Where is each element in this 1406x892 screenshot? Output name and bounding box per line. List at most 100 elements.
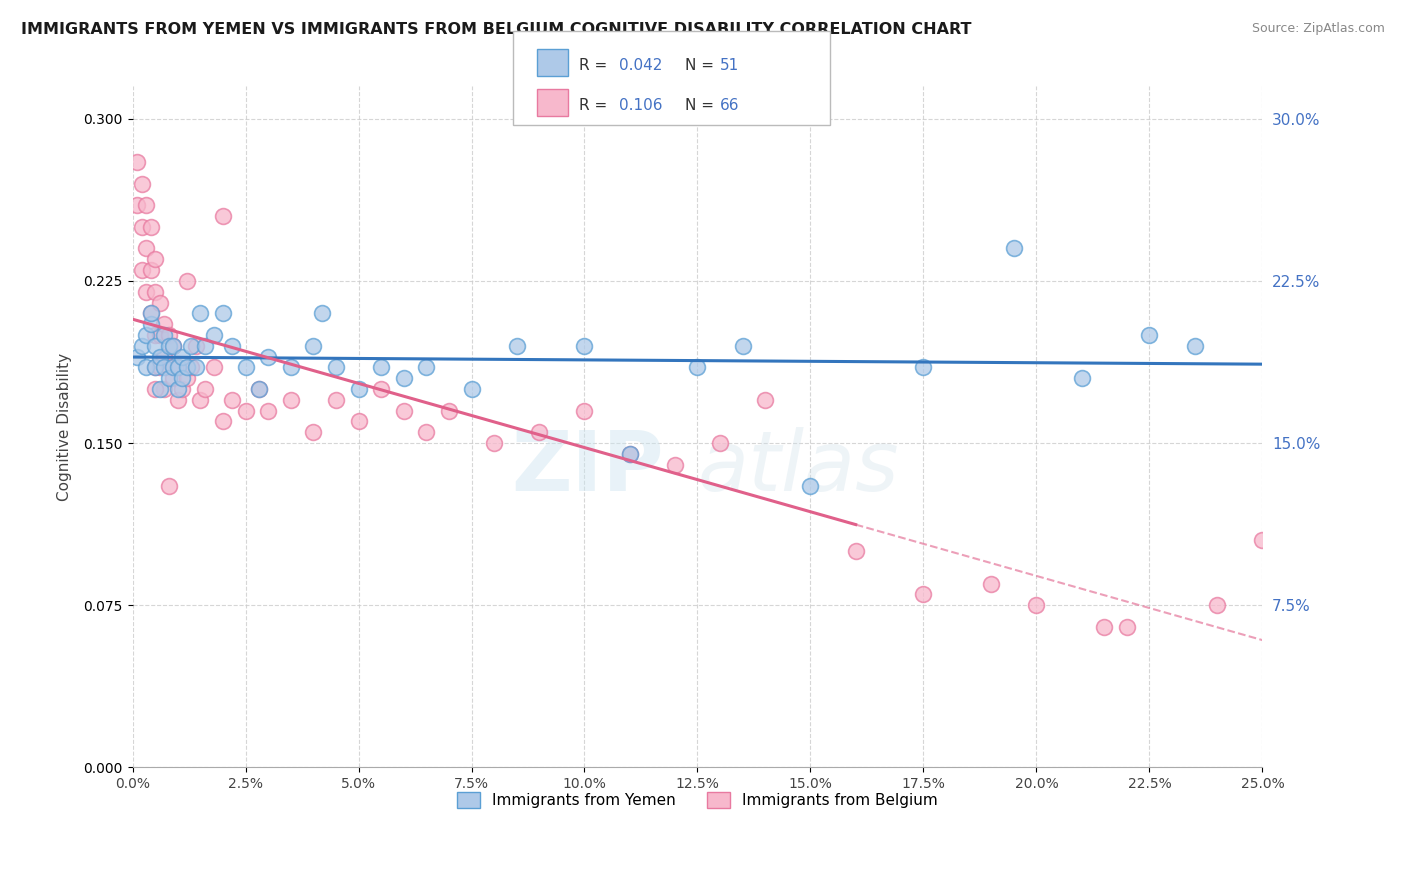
Point [149,327,172,342]
Point [135,360,157,375]
Point [280,360,302,375]
Point [302,425,325,440]
Point [153,350,176,364]
Point [1206,598,1229,612]
Point [247,382,270,396]
Point [482,436,505,450]
Text: R =: R = [579,58,613,73]
Point [176,274,198,288]
Point [194,382,217,396]
Point [1251,533,1274,548]
Point [143,327,166,342]
Point [619,447,641,461]
Y-axis label: Cognitive Disability: Cognitive Disability [58,352,72,501]
Point [125,350,148,364]
Text: N =: N = [685,58,718,73]
Point [157,371,180,385]
Point [370,360,392,375]
Text: ZIP: ZIP [512,427,664,508]
Point [125,155,148,169]
Text: 66: 66 [720,97,740,112]
Point [845,544,868,558]
Point [392,403,415,417]
Point [157,327,180,342]
Point [980,576,1002,591]
Text: R =: R = [579,97,613,112]
Point [157,339,180,353]
Point [162,339,184,353]
Point [131,177,153,191]
Text: N =: N = [685,97,718,112]
Point [912,360,935,375]
Point [143,360,166,375]
Point [153,382,176,396]
Point [139,219,162,234]
Point [574,403,596,417]
Point [157,479,180,493]
Point [184,339,207,353]
Point [212,414,235,428]
Point [166,360,188,375]
Point [460,382,482,396]
Point [139,306,162,320]
Point [131,339,153,353]
Point [912,587,935,601]
Point [325,392,347,407]
Point [370,382,392,396]
Point [221,339,243,353]
Point [280,392,302,407]
Point [1070,371,1092,385]
Point [176,371,198,385]
Point [143,252,166,267]
Point [166,392,188,407]
Point [125,198,148,212]
Point [149,295,172,310]
Point [1092,620,1115,634]
Point [139,317,162,331]
Text: atlas: atlas [697,427,898,508]
Text: IMMIGRANTS FROM YEMEN VS IMMIGRANTS FROM BELGIUM COGNITIVE DISABILITY CORRELATIO: IMMIGRANTS FROM YEMEN VS IMMIGRANTS FROM… [21,22,972,37]
Point [194,339,217,353]
Point [172,371,194,385]
Point [139,263,162,277]
Point [131,219,153,234]
Point [799,479,821,493]
Point [325,360,347,375]
Point [529,425,551,440]
Point [162,339,184,353]
Point [135,327,157,342]
Point [162,371,184,385]
Point [131,263,153,277]
Point [202,327,225,342]
Point [180,360,202,375]
Point [143,382,166,396]
Point [619,447,641,461]
Point [143,360,166,375]
Point [574,339,596,353]
Point [347,382,370,396]
Text: 51: 51 [720,58,740,73]
Point [166,382,188,396]
Point [149,350,172,364]
Point [149,360,172,375]
Point [505,339,527,353]
Point [754,392,776,407]
Point [172,350,194,364]
Point [1002,242,1025,256]
Point [153,327,176,342]
Point [212,306,235,320]
Point [247,382,270,396]
Point [212,209,235,223]
Point [392,371,415,385]
Point [415,360,437,375]
Point [731,339,754,353]
Point [709,436,731,450]
Point [664,458,686,472]
Point [176,360,198,375]
Point [1115,620,1137,634]
Point [153,317,176,331]
Point [235,403,257,417]
Point [202,360,225,375]
Text: 0.042: 0.042 [619,58,662,73]
Point [221,392,243,407]
